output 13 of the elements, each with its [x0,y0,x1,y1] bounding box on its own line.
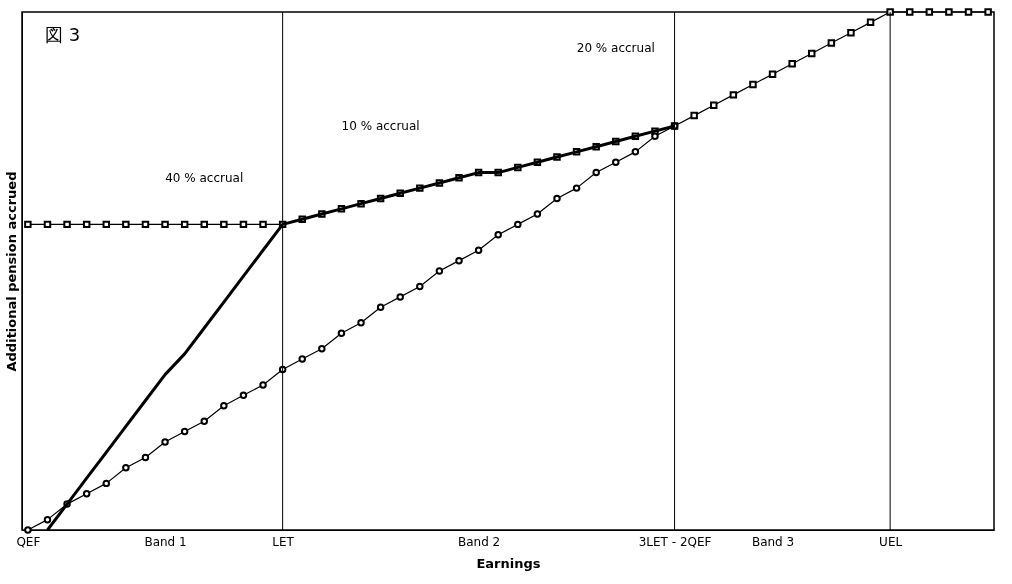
x-tick-label: Band 1 [144,534,187,549]
annotation: 20 % accrual [576,41,655,56]
text: 図 3 [45,24,81,46]
x-tick-label: 3LET - 2QEF [638,534,712,549]
x-axis-title: Earnings [476,555,541,571]
annotation: 40 % accrual [165,170,244,185]
x-tick-label: UEL [879,534,903,549]
annotation: 10 % accrual [341,118,420,133]
x-tick-label: LET [272,534,295,549]
x-tick-label: Band 2 [457,534,501,549]
x-tick-label: QEF [16,534,41,549]
x-tick-label: Band 3 [751,534,795,549]
y-axis-title: Additional pension accrued [3,171,19,372]
